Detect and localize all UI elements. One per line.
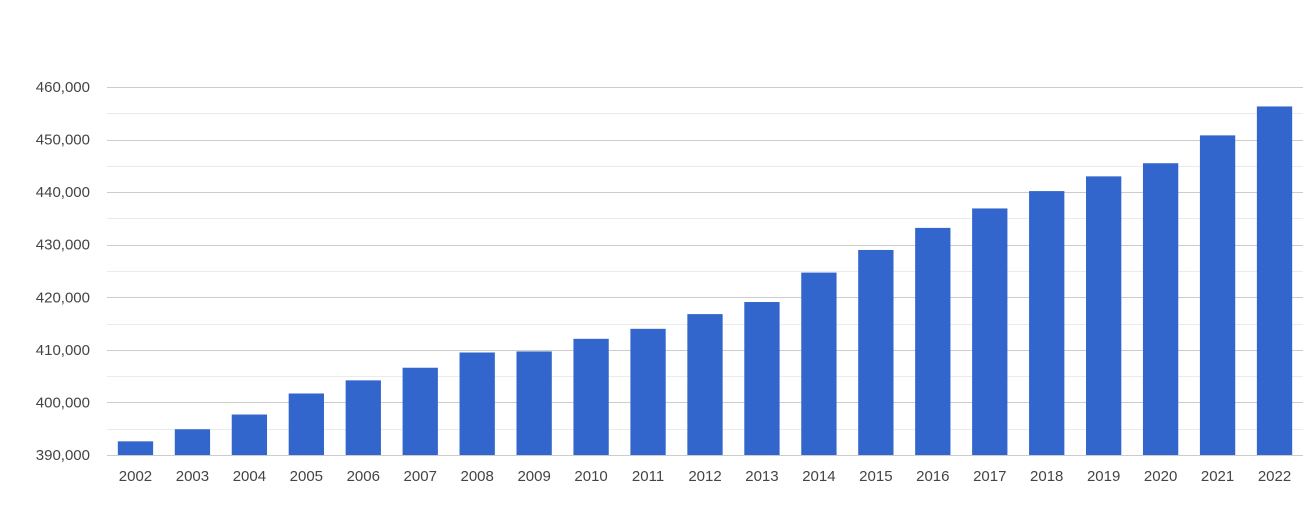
y-tick-label: 410,000 bbox=[36, 342, 90, 359]
y-tick-label: 460,000 bbox=[36, 79, 90, 96]
x-tick-label: 2012 bbox=[688, 468, 721, 485]
bar-2018[interactable] bbox=[1029, 191, 1065, 455]
bar-2003[interactable] bbox=[174, 429, 211, 455]
bar-2005[interactable] bbox=[288, 393, 324, 455]
x-tick-label: 2022 bbox=[1258, 468, 1291, 485]
x-tick-label: 2010 bbox=[574, 468, 607, 485]
y-tick-label: 390,000 bbox=[36, 447, 90, 464]
bar-2008[interactable] bbox=[459, 352, 495, 455]
bar-2007[interactable] bbox=[402, 367, 438, 455]
x-tick-label: 2018 bbox=[1030, 468, 1063, 485]
bar-2012[interactable] bbox=[687, 314, 723, 455]
x-tick-label: 2011 bbox=[632, 468, 664, 485]
bars bbox=[117, 106, 1293, 456]
bar-2009[interactable] bbox=[516, 351, 552, 455]
x-tick-label: 2008 bbox=[461, 468, 494, 485]
x-tick-label: 2017 bbox=[973, 468, 1006, 485]
x-tick-label: 2014 bbox=[802, 468, 835, 485]
x-tick-label: 2021 bbox=[1201, 468, 1234, 485]
bar-2002[interactable] bbox=[117, 441, 154, 455]
x-tick-label: 2006 bbox=[347, 468, 380, 485]
bar-2017[interactable] bbox=[972, 208, 1008, 455]
bar-2013[interactable] bbox=[744, 302, 780, 455]
y-tick-label: 450,000 bbox=[36, 132, 90, 149]
bar-2015[interactable] bbox=[858, 249, 894, 455]
x-tick-label: 2013 bbox=[745, 468, 778, 485]
x-axis-tick-labels: 2002 2003 2004 2005 2006 2007 2008 2009 2010 2011… bbox=[119, 468, 1291, 485]
bar-2021[interactable] bbox=[1199, 135, 1236, 455]
x-tick-label: 2016 bbox=[916, 468, 949, 485]
x-tick-label: 2019 bbox=[1087, 468, 1120, 485]
y-tick-label: 400,000 bbox=[36, 394, 90, 411]
y-tick-label: 440,000 bbox=[36, 184, 90, 201]
bar-2004[interactable] bbox=[231, 414, 268, 455]
y-tick-label: 420,000 bbox=[36, 289, 90, 306]
x-tick-label: 2005 bbox=[290, 468, 323, 485]
bar-2016[interactable] bbox=[915, 227, 951, 455]
x-tick-label: 2003 bbox=[176, 468, 209, 485]
x-tick-label: 2015 bbox=[859, 468, 892, 485]
bar-2020[interactable] bbox=[1142, 163, 1179, 456]
x-tick-label: 2007 bbox=[404, 468, 437, 485]
x-tick-label: 2004 bbox=[233, 468, 266, 485]
bar-2022[interactable] bbox=[1256, 106, 1293, 455]
x-tick-label: 2009 bbox=[517, 468, 550, 485]
x-tick-label: 2020 bbox=[1144, 468, 1177, 485]
y-axis-tick-labels: 390,000 400,000 410,000 420,000 430,000 440,0… bbox=[36, 79, 90, 464]
x-tick-label: 2002 bbox=[119, 468, 152, 485]
bar-2019[interactable] bbox=[1086, 176, 1122, 455]
bar-2010[interactable] bbox=[573, 338, 609, 455]
bar-2006[interactable] bbox=[345, 380, 381, 455]
y-tick-label: 430,000 bbox=[36, 237, 90, 254]
bar-2011[interactable] bbox=[630, 328, 666, 455]
bar-2014[interactable] bbox=[801, 272, 837, 455]
